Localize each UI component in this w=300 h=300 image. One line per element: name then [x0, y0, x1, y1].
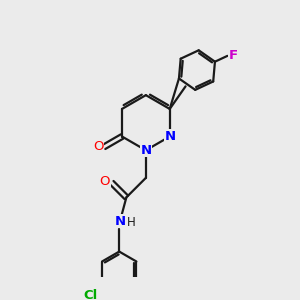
Text: N: N: [140, 144, 152, 157]
Text: N: N: [115, 215, 126, 228]
Text: Cl: Cl: [83, 289, 98, 300]
Text: O: O: [93, 140, 103, 153]
Text: O: O: [100, 175, 110, 188]
Text: F: F: [229, 50, 238, 62]
Text: H: H: [126, 216, 135, 229]
Text: N: N: [165, 130, 176, 143]
